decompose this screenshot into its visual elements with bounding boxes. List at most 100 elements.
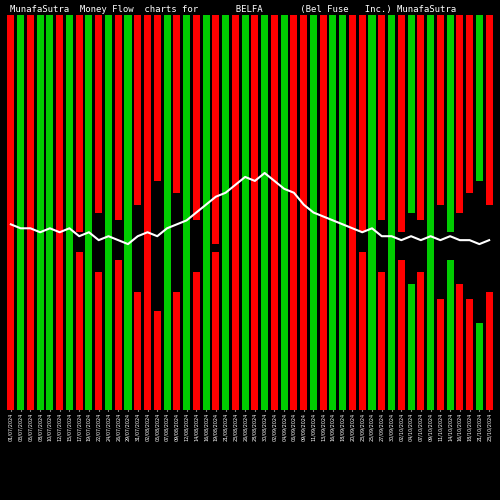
Bar bbox=[252, 244, 258, 410]
Bar bbox=[105, 15, 112, 311]
Bar bbox=[105, 153, 112, 410]
Bar bbox=[134, 15, 141, 204]
Bar bbox=[408, 15, 414, 212]
Bar bbox=[212, 15, 220, 244]
Bar bbox=[114, 260, 121, 410]
Bar bbox=[388, 15, 395, 244]
Bar bbox=[456, 15, 464, 212]
Bar bbox=[27, 54, 34, 410]
Bar bbox=[418, 15, 424, 221]
Bar bbox=[280, 15, 287, 370]
Bar bbox=[368, 15, 376, 252]
Bar bbox=[66, 15, 73, 339]
Bar bbox=[330, 232, 336, 410]
Bar bbox=[183, 15, 190, 323]
Bar bbox=[261, 15, 268, 362]
Bar bbox=[466, 15, 473, 192]
Bar bbox=[349, 15, 356, 244]
Bar bbox=[446, 260, 454, 410]
Bar bbox=[46, 94, 54, 410]
Bar bbox=[271, 220, 278, 410]
Text: MunafaSutra  Money Flow  charts for       BELFA       (Bel Fuse   Inc.) MunafaSu: MunafaSutra Money Flow charts for BELFA … bbox=[10, 5, 456, 14]
Bar bbox=[202, 134, 209, 410]
Bar bbox=[222, 15, 229, 300]
Bar bbox=[320, 15, 326, 272]
Bar bbox=[8, 15, 14, 378]
Bar bbox=[300, 165, 307, 410]
Bar bbox=[486, 15, 492, 204]
Bar bbox=[222, 173, 229, 410]
Bar bbox=[368, 232, 376, 410]
Bar bbox=[232, 232, 239, 410]
Bar bbox=[183, 153, 190, 410]
Bar bbox=[134, 292, 141, 410]
Bar bbox=[398, 260, 405, 410]
Bar bbox=[174, 292, 180, 410]
Bar bbox=[154, 15, 161, 181]
Bar bbox=[378, 272, 386, 410]
Bar bbox=[8, 74, 14, 410]
Bar bbox=[466, 300, 473, 410]
Bar bbox=[86, 134, 92, 410]
Bar bbox=[56, 220, 63, 410]
Bar bbox=[114, 15, 121, 221]
Bar bbox=[174, 15, 180, 192]
Bar bbox=[349, 244, 356, 410]
Bar bbox=[242, 15, 248, 311]
Bar bbox=[232, 15, 239, 260]
Bar bbox=[476, 323, 483, 410]
Bar bbox=[76, 15, 82, 233]
Bar bbox=[427, 15, 434, 244]
Bar bbox=[358, 15, 366, 233]
Bar bbox=[388, 244, 395, 410]
Bar bbox=[456, 284, 464, 410]
Bar bbox=[36, 15, 44, 300]
Bar bbox=[310, 15, 317, 283]
Bar bbox=[164, 15, 170, 291]
Bar bbox=[242, 165, 248, 410]
Bar bbox=[437, 300, 444, 410]
Bar bbox=[124, 192, 132, 410]
Bar bbox=[290, 15, 298, 291]
Bar bbox=[300, 15, 307, 300]
Bar bbox=[76, 252, 82, 410]
Bar bbox=[408, 284, 414, 410]
Bar bbox=[310, 192, 317, 410]
Bar bbox=[95, 272, 102, 410]
Bar bbox=[66, 114, 73, 410]
Bar bbox=[418, 272, 424, 410]
Bar bbox=[476, 15, 483, 181]
Bar bbox=[339, 15, 346, 260]
Bar bbox=[358, 252, 366, 410]
Bar bbox=[164, 181, 170, 410]
Bar bbox=[17, 15, 24, 362]
Bar bbox=[193, 15, 200, 221]
Bar bbox=[36, 173, 44, 410]
Bar bbox=[27, 15, 34, 390]
Bar bbox=[446, 15, 454, 233]
Bar bbox=[398, 15, 405, 233]
Bar bbox=[290, 192, 298, 410]
Bar bbox=[320, 204, 326, 410]
Bar bbox=[95, 15, 102, 212]
Bar bbox=[280, 86, 287, 410]
Bar bbox=[427, 244, 434, 410]
Bar bbox=[193, 272, 200, 410]
Bar bbox=[144, 15, 151, 272]
Bar bbox=[271, 15, 278, 272]
Bar bbox=[261, 102, 268, 410]
Bar bbox=[202, 15, 209, 331]
Bar bbox=[330, 15, 336, 252]
Bar bbox=[486, 292, 492, 410]
Bar bbox=[56, 15, 63, 252]
Bar bbox=[124, 15, 132, 283]
Bar bbox=[339, 212, 346, 410]
Bar bbox=[86, 15, 92, 323]
Bar bbox=[46, 15, 54, 351]
Bar bbox=[144, 204, 151, 410]
Bar bbox=[17, 126, 24, 410]
Bar bbox=[378, 15, 386, 221]
Bar bbox=[212, 252, 220, 410]
Bar bbox=[154, 311, 161, 410]
Bar bbox=[437, 15, 444, 204]
